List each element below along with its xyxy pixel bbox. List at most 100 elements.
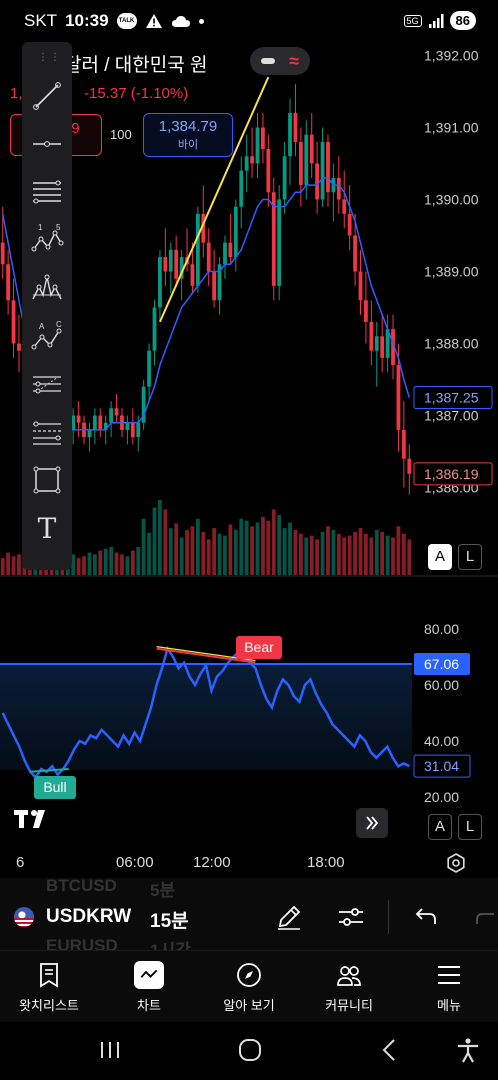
indicators-icon[interactable] xyxy=(336,902,366,932)
nav-menu-label: 메뉴 xyxy=(437,998,461,1013)
candle xyxy=(17,314,21,373)
time-label-1200: 12:00 xyxy=(193,854,231,871)
candle xyxy=(271,177,276,301)
candle xyxy=(374,321,379,387)
volume-bar xyxy=(195,518,200,575)
candle xyxy=(125,415,130,445)
last-price-label: 1,386.19 xyxy=(413,462,493,486)
nav-community-label: 커뮤니티 xyxy=(325,998,373,1013)
volume-bar xyxy=(353,531,357,575)
candle xyxy=(244,134,249,193)
drag-handle-icon[interactable]: ⋮⋮ xyxy=(38,52,62,63)
chart-icon xyxy=(140,969,158,978)
undo-icon[interactable] xyxy=(410,902,440,932)
log-scale-button[interactable]: L xyxy=(458,544,482,570)
candle xyxy=(130,408,135,445)
candle xyxy=(174,235,179,286)
candle xyxy=(158,249,162,322)
horizontal-line-icon[interactable] xyxy=(22,124,72,164)
candle xyxy=(0,206,5,279)
pitchfork-icon[interactable] xyxy=(22,364,72,404)
volume-bar xyxy=(309,535,314,575)
volume-bar xyxy=(120,554,124,575)
recent-apps-icon[interactable] xyxy=(96,1036,124,1064)
volume-bar xyxy=(71,554,76,575)
volume-bar xyxy=(152,507,157,575)
volume-bar xyxy=(255,522,260,575)
bull-divergence-line xyxy=(30,768,69,773)
trend-line-icon[interactable] xyxy=(22,76,72,116)
interval-selector[interactable]: 15분 xyxy=(150,911,189,932)
volume-bar xyxy=(206,539,211,575)
rectangle-icon[interactable] xyxy=(22,460,72,500)
nav-chart[interactable]: 차트 xyxy=(104,961,194,1014)
symbol-title[interactable]: 달러 / 대한민국 원 xyxy=(64,55,208,76)
status-bar: SKT 10:39 TALK 5G 86 xyxy=(0,0,498,44)
candle xyxy=(212,249,217,308)
trend-line-drawing[interactable] xyxy=(159,76,270,323)
price-chart[interactable]: 1,392.00 1,391.00 1,390.00 1,389.00 1,388.00… xyxy=(0,44,498,884)
candle xyxy=(326,134,330,207)
volume-bar xyxy=(326,526,330,575)
candle xyxy=(277,185,282,301)
scroll-to-realtime-button[interactable] xyxy=(356,808,388,838)
volume-bar xyxy=(396,526,401,575)
volume-bar xyxy=(174,523,179,575)
candle xyxy=(87,422,92,452)
symbol-bar: BTCUSD 5분 EURUSD 1시간 USDKRW 15분 xyxy=(0,878,498,950)
candle xyxy=(380,314,385,373)
pencil-icon[interactable] xyxy=(274,902,304,932)
rsi-log-scale-button[interactable]: L xyxy=(458,814,482,840)
auto-scale-button[interactable]: A xyxy=(428,544,452,570)
candle xyxy=(288,98,292,186)
text-tool-icon[interactable]: T xyxy=(22,508,72,548)
tradingview-logo[interactable] xyxy=(14,808,54,836)
candle xyxy=(168,242,173,294)
volume-bar xyxy=(288,522,292,575)
back-icon[interactable] xyxy=(376,1036,404,1064)
volume-bar xyxy=(217,533,222,575)
volume-bar xyxy=(271,509,276,575)
price-tick-label: 1,390.00 xyxy=(424,191,479,207)
rsi-auto-scale-button[interactable]: A xyxy=(428,814,452,840)
accessibility-icon[interactable] xyxy=(454,1036,482,1064)
volume-bar xyxy=(336,533,341,575)
nav-menu[interactable]: 메뉴 xyxy=(404,961,494,1014)
price-tick-label: 1,387.00 xyxy=(424,408,479,424)
time-axis[interactable]: 6 06:00 12:00 18:00 xyxy=(0,854,498,876)
nav-watchlist[interactable]: 왓치리스트 xyxy=(4,961,94,1014)
candle xyxy=(353,213,357,286)
bottom-navigation: 왓치리스트 차트 알아 보기 커뮤니티 메뉴 xyxy=(0,950,498,1022)
fib-retracement-icon[interactable] xyxy=(22,412,72,452)
indicator-toggle[interactable]: ≈ xyxy=(250,47,310,75)
buy-label: 바이 xyxy=(177,139,199,151)
head-shoulders-icon[interactable] xyxy=(22,268,72,308)
chart-settings-icon[interactable] xyxy=(446,853,466,873)
volume-bar xyxy=(109,546,114,575)
svg-text:5: 5 xyxy=(56,223,61,232)
candle xyxy=(217,257,222,315)
nav-community[interactable]: 커뮤니티 xyxy=(304,961,394,1014)
candle xyxy=(114,393,119,423)
signal-icon xyxy=(428,13,444,28)
volume-bar xyxy=(298,533,303,575)
candle xyxy=(309,113,314,178)
volume-bar xyxy=(342,537,347,575)
svg-text:1,386.19: 1,386.19 xyxy=(424,466,479,482)
volume-bar xyxy=(293,530,298,575)
symbol-selector[interactable]: USDKRW xyxy=(46,906,132,927)
candle xyxy=(315,141,320,214)
volume-bar xyxy=(304,537,309,575)
volume-bar xyxy=(374,530,379,575)
fib-levels-icon[interactable] xyxy=(22,172,72,212)
ghost-symbol-below: EURUSD xyxy=(46,936,118,950)
home-icon[interactable] xyxy=(236,1036,264,1064)
nav-explore[interactable]: 알아 보기 xyxy=(204,961,294,1014)
buy-price: 1,384.79 xyxy=(158,118,218,135)
candle xyxy=(152,300,157,366)
candle xyxy=(141,379,146,430)
redo-icon[interactable] xyxy=(474,902,498,932)
buy-button[interactable]: 1,384.79 바이 xyxy=(143,113,233,157)
